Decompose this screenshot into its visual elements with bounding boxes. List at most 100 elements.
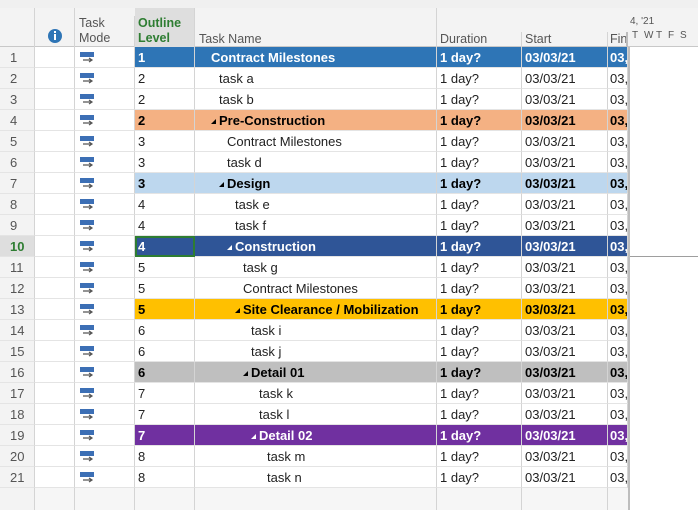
duration-cell[interactable]: 1 day?	[437, 89, 522, 110]
header-duration[interactable]: Duration	[437, 32, 522, 47]
task-name-cell[interactable]: Site Clearance / Mobilization	[195, 299, 437, 320]
task-name-cell[interactable]: task f	[195, 215, 437, 236]
task-row[interactable]: 12 5 Contract Milestones 1 day? 03/03/21 03,	[0, 278, 628, 299]
task-name-cell[interactable]: task l	[195, 404, 437, 425]
duration-cell[interactable]: 1 day?	[437, 278, 522, 299]
start-cell[interactable]: 03/03/21	[522, 341, 608, 362]
outline-level-cell[interactable]: 7	[135, 425, 195, 446]
duration-cell[interactable]: 1 day?	[437, 341, 522, 362]
finish-cell[interactable]: 03,	[608, 89, 628, 110]
task-name-cell[interactable]: task g	[195, 257, 437, 278]
outline-level-cell[interactable]: 2	[135, 68, 195, 89]
duration-cell[interactable]: 1 day?	[437, 467, 522, 488]
outline-level-cell[interactable]: 4	[135, 215, 195, 236]
start-cell[interactable]: 03/03/21	[522, 278, 608, 299]
task-name-cell[interactable]: task e	[195, 194, 437, 215]
start-cell[interactable]: 03/03/21	[522, 47, 608, 68]
header-outline-level[interactable]: Outline Level	[135, 8, 195, 47]
task-name-cell[interactable]: Detail 02	[195, 425, 437, 446]
finish-cell[interactable]: 03,	[608, 173, 628, 194]
outline-level-cell[interactable]: 3	[135, 152, 195, 173]
start-cell[interactable]: 03/03/21	[522, 89, 608, 110]
finish-cell[interactable]: 03,	[608, 320, 628, 341]
duration-cell[interactable]: 1 day?	[437, 47, 522, 68]
task-row[interactable]: 11 5 task g 1 day? 03/03/21 03,	[0, 257, 628, 278]
collapse-toggle[interactable]	[251, 434, 256, 439]
outline-level-cell[interactable]: 3	[135, 173, 195, 194]
duration-cell[interactable]: 1 day?	[437, 152, 522, 173]
finish-cell[interactable]: 03,	[608, 68, 628, 89]
start-cell[interactable]: 03/03/21	[522, 404, 608, 425]
task-name-cell[interactable]: Design	[195, 173, 437, 194]
start-cell[interactable]: 03/03/21	[522, 257, 608, 278]
finish-cell[interactable]: 03,	[608, 131, 628, 152]
start-cell[interactable]: 03/03/21	[522, 215, 608, 236]
finish-cell[interactable]: 03,	[608, 47, 628, 68]
start-cell[interactable]: 03/03/21	[522, 446, 608, 467]
start-cell[interactable]: 03/03/21	[522, 110, 608, 131]
header-finish[interactable]: Fin	[610, 32, 628, 47]
duration-cell[interactable]: 1 day?	[437, 110, 522, 131]
outline-level-cell[interactable]: 6	[135, 362, 195, 383]
collapse-toggle[interactable]	[227, 245, 232, 250]
start-cell[interactable]: 03/03/21	[522, 362, 608, 383]
task-name-cell[interactable]: task a	[195, 68, 437, 89]
task-name-cell[interactable]: Contract Milestones	[195, 131, 437, 152]
task-row[interactable]: 20 8 task m 1 day? 03/03/21 03,	[0, 446, 628, 467]
outline-level-cell[interactable]: 2	[135, 89, 195, 110]
outline-level-cell[interactable]: 6	[135, 341, 195, 362]
duration-cell[interactable]: 1 day?	[437, 383, 522, 404]
task-row[interactable]: 6 3 task d 1 day? 03/03/21 03,	[0, 152, 628, 173]
start-cell[interactable]: 03/03/21	[522, 383, 608, 404]
task-row[interactable]: 7 3 Design 1 day? 03/03/21 03,	[0, 173, 628, 194]
task-row[interactable]: 9 4 task f 1 day? 03/03/21 03,	[0, 215, 628, 236]
outline-level-cell[interactable]: 5	[135, 278, 195, 299]
duration-cell[interactable]: 1 day?	[437, 215, 522, 236]
task-row[interactable]: 5 3 Contract Milestones 1 day? 03/03/21 03,	[0, 131, 628, 152]
start-cell[interactable]: 03/03/21	[522, 425, 608, 446]
duration-cell[interactable]: 1 day?	[437, 446, 522, 467]
task-row[interactable]: 1 1 Contract Milestones 1 day? 03/03/21 03,	[0, 47, 628, 68]
task-name-cell[interactable]: Contract Milestones	[195, 278, 437, 299]
duration-cell[interactable]: 1 day?	[437, 404, 522, 425]
task-row[interactable]: 21 8 task n 1 day? 03/03/21 03,	[0, 467, 628, 488]
outline-level-cell[interactable]: 1	[135, 47, 195, 68]
outline-level-cell[interactable]: 3	[135, 131, 195, 152]
task-row[interactable]: 18 7 task l 1 day? 03/03/21 03,	[0, 404, 628, 425]
finish-cell[interactable]: 03,	[608, 152, 628, 173]
duration-cell[interactable]: 1 day?	[437, 194, 522, 215]
start-cell[interactable]: 03/03/21	[522, 299, 608, 320]
duration-cell[interactable]: 1 day?	[437, 236, 522, 257]
header-task-mode[interactable]: Task Mode	[75, 16, 135, 47]
finish-cell[interactable]: 03,	[608, 215, 628, 236]
task-name-cell[interactable]: Detail 01	[195, 362, 437, 383]
header-task-name[interactable]: Task Name	[199, 32, 262, 46]
task-row[interactable]: 3 2 task b 1 day? 03/03/21 03,	[0, 89, 628, 110]
collapse-toggle[interactable]	[235, 308, 240, 313]
header-start[interactable]: Start	[522, 32, 608, 47]
start-cell[interactable]: 03/03/21	[522, 68, 608, 89]
duration-cell[interactable]: 1 day?	[437, 299, 522, 320]
duration-cell[interactable]: 1 day?	[437, 425, 522, 446]
finish-cell[interactable]: 03,	[608, 341, 628, 362]
outline-level-cell[interactable]: 7	[135, 404, 195, 425]
task-row[interactable]: 8 4 task e 1 day? 03/03/21 03,	[0, 194, 628, 215]
outline-level-cell[interactable]: 4	[135, 236, 195, 257]
start-cell[interactable]: 03/03/21	[522, 131, 608, 152]
start-cell[interactable]: 03/03/21	[522, 152, 608, 173]
task-name-cell[interactable]: task j	[195, 341, 437, 362]
task-name-cell[interactable]: task m	[195, 446, 437, 467]
finish-cell[interactable]: 03,	[608, 383, 628, 404]
duration-cell[interactable]: 1 day?	[437, 131, 522, 152]
start-cell[interactable]: 03/03/21	[522, 467, 608, 488]
finish-cell[interactable]: 03,	[608, 404, 628, 425]
task-row[interactable]: 10 4 Construction 1 day? 03/03/21 03,	[0, 236, 628, 257]
finish-cell[interactable]: 03,	[608, 278, 628, 299]
task-name-cell[interactable]: Pre-Construction	[195, 110, 437, 131]
start-cell[interactable]: 03/03/21	[522, 320, 608, 341]
finish-cell[interactable]: 03,	[608, 299, 628, 320]
start-cell[interactable]: 03/03/21	[522, 173, 608, 194]
collapse-toggle[interactable]	[243, 371, 248, 376]
task-name-cell[interactable]: Construction	[195, 236, 437, 257]
outline-level-cell[interactable]: 6	[135, 320, 195, 341]
